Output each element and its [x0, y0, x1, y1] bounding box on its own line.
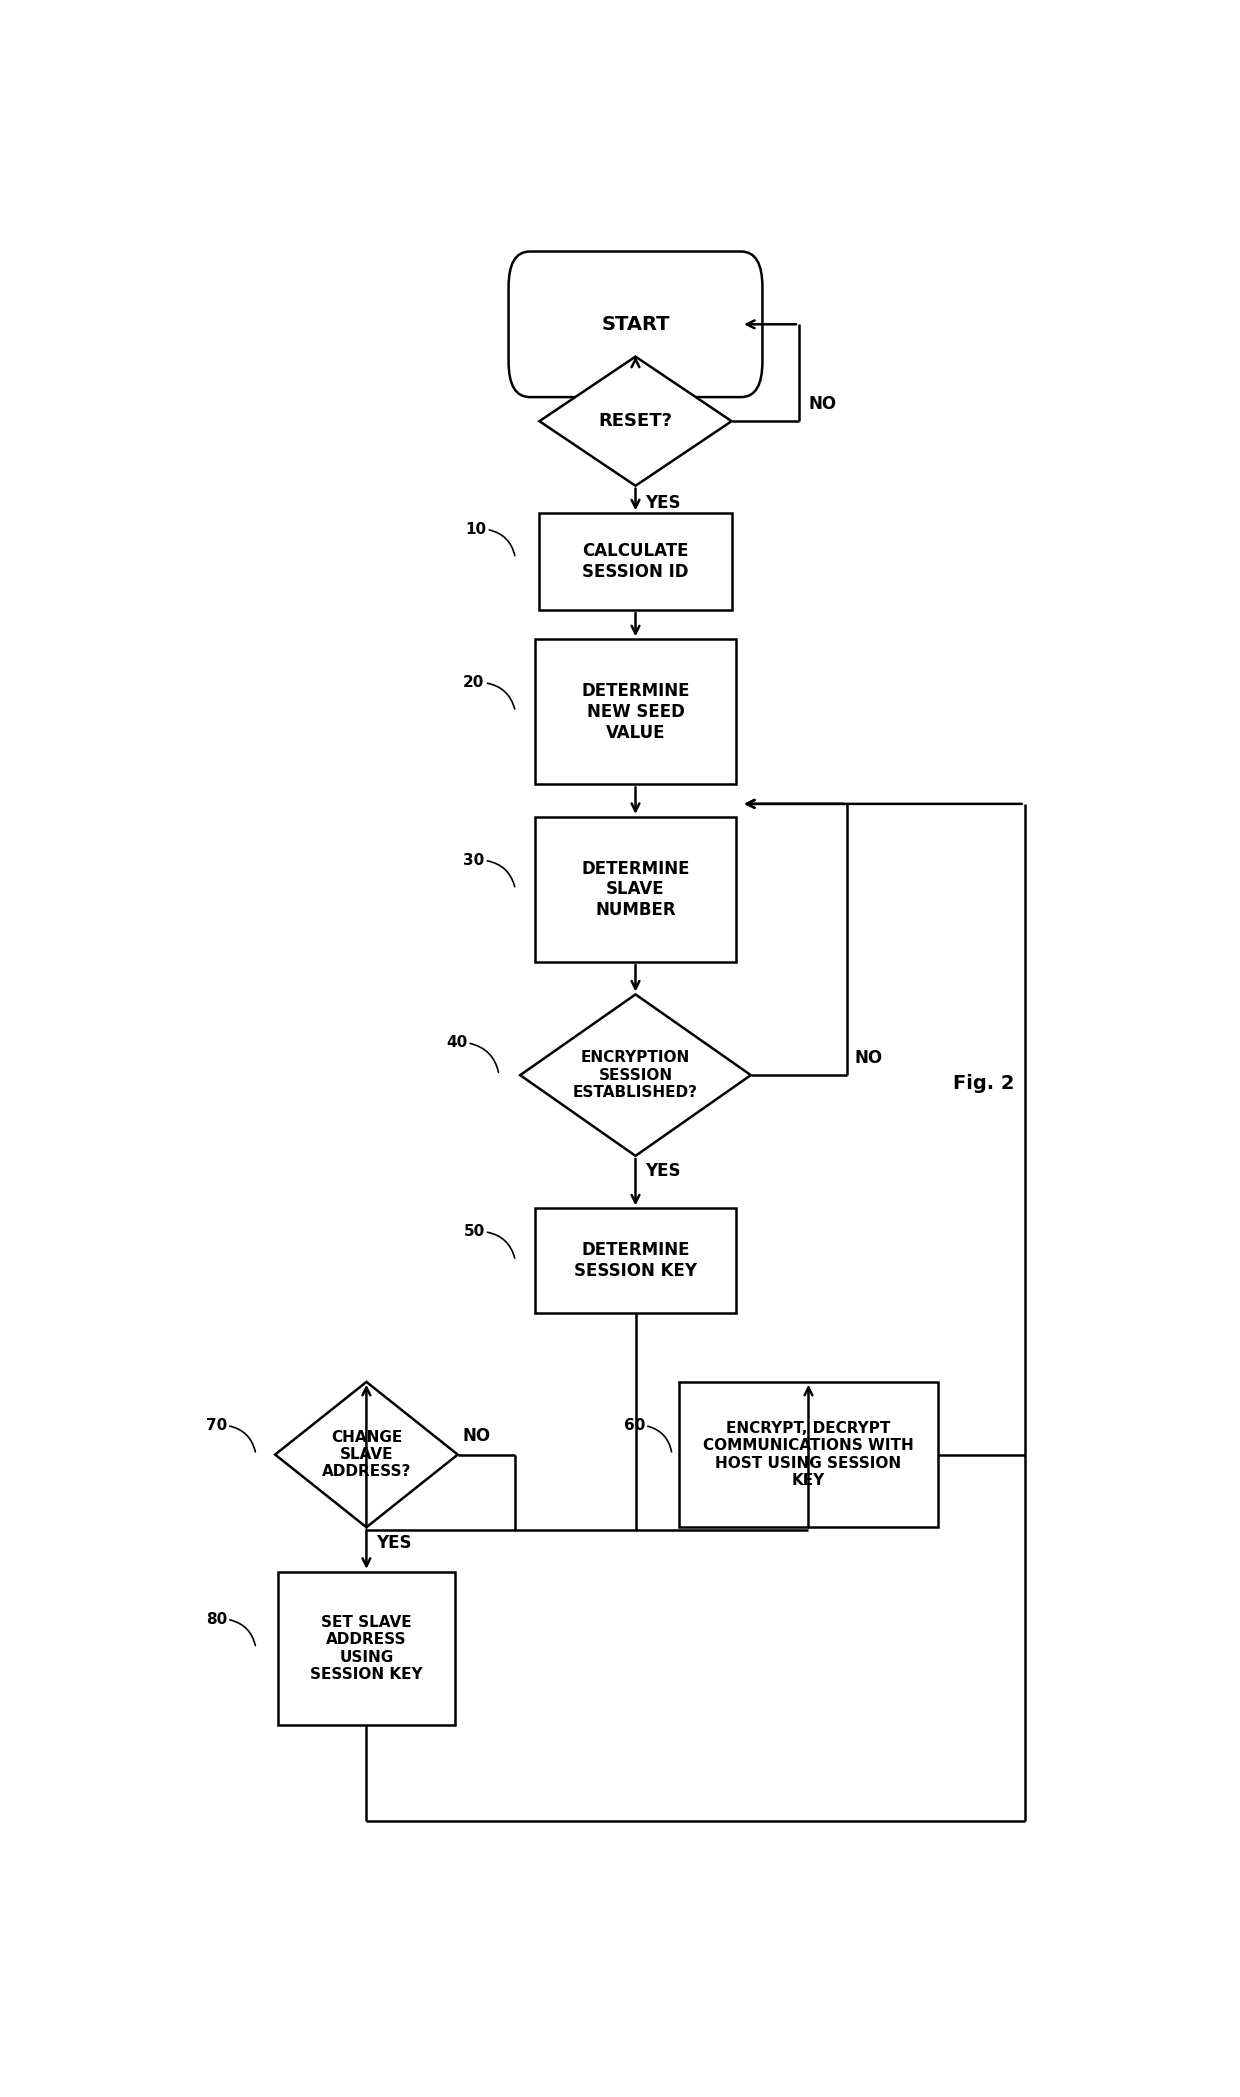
Text: YES: YES	[376, 1533, 412, 1552]
Text: 50: 50	[464, 1225, 485, 1239]
FancyBboxPatch shape	[508, 252, 763, 396]
Bar	[539, 514, 732, 610]
Text: YES: YES	[645, 495, 681, 512]
Text: YES: YES	[645, 1162, 681, 1181]
Text: DETERMINE
NEW SEED
VALUE: DETERMINE NEW SEED VALUE	[582, 682, 689, 742]
Text: NO: NO	[463, 1426, 491, 1445]
Bar	[278, 1571, 455, 1726]
Text: CHANGE
SLAVE
ADDRESS?: CHANGE SLAVE ADDRESS?	[321, 1430, 412, 1480]
Text: 70: 70	[206, 1418, 227, 1432]
Text: START: START	[601, 315, 670, 333]
Text: RESET?: RESET?	[599, 413, 672, 430]
Text: 80: 80	[206, 1613, 227, 1627]
Text: 10: 10	[465, 522, 486, 537]
Text: NO: NO	[854, 1048, 883, 1067]
Text: ENCRYPT, DECRYPT
COMMUNICATIONS WITH
HOST USING SESSION
KEY: ENCRYPT, DECRYPT COMMUNICATIONS WITH HOS…	[703, 1422, 914, 1489]
Text: ENCRYPTION
SESSION
ESTABLISHED?: ENCRYPTION SESSION ESTABLISHED?	[573, 1051, 698, 1101]
Text: DETERMINE
SESSION KEY: DETERMINE SESSION KEY	[574, 1241, 697, 1281]
Polygon shape	[275, 1382, 458, 1527]
Text: 20: 20	[464, 675, 485, 690]
Bar	[534, 640, 737, 784]
Text: NO: NO	[808, 394, 837, 413]
Bar	[534, 1208, 737, 1313]
Text: 40: 40	[446, 1036, 467, 1051]
Text: SET SLAVE
ADDRESS
USING
SESSION KEY: SET SLAVE ADDRESS USING SESSION KEY	[310, 1615, 423, 1682]
Polygon shape	[539, 356, 732, 487]
Bar	[678, 1382, 939, 1527]
Text: CALCULATE
SESSION ID: CALCULATE SESSION ID	[583, 543, 688, 581]
Text: 30: 30	[464, 853, 485, 868]
Text: Fig. 2: Fig. 2	[952, 1074, 1014, 1093]
Text: 60: 60	[624, 1418, 645, 1432]
Bar	[534, 818, 737, 963]
Polygon shape	[521, 994, 751, 1155]
Text: DETERMINE
SLAVE
NUMBER: DETERMINE SLAVE NUMBER	[582, 860, 689, 918]
